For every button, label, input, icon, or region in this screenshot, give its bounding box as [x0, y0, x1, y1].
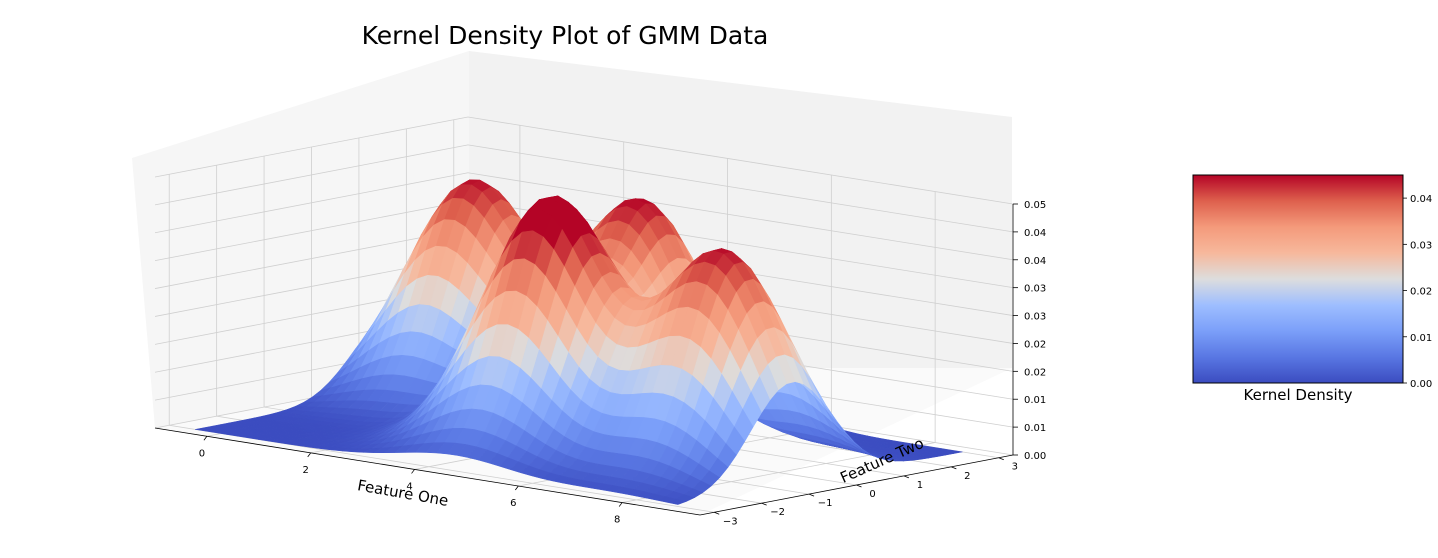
colorbar-label: Kernel Density: [1244, 386, 1353, 404]
y-tick-mark: [903, 475, 910, 479]
y-tick: 1: [917, 480, 923, 491]
grid-line-z: [154, 116, 1014, 205]
z-tick: 0.04: [1024, 256, 1046, 267]
z-tick: 0.05: [1024, 200, 1046, 211]
x-tick-mark: [307, 452, 312, 458]
y-tick: −1: [818, 498, 833, 509]
colorbar: 0.00 0.01 0.02 0.03 0.04 Kernel Density: [1192, 174, 1432, 404]
x-tick: 0: [199, 448, 205, 459]
x-axis-label: Feature One: [356, 476, 450, 510]
axes: [154, 203, 1018, 516]
y-tick: 0: [869, 489, 875, 500]
density-surface: [195, 179, 963, 505]
x-tick: 2: [303, 465, 309, 476]
surface-patch: [666, 498, 688, 505]
y-axis-ticks: −3 −2 −1 0 1 2 3: [723, 462, 1018, 528]
x-axis-line: [154, 427, 701, 516]
colorbar-tick: 0.03: [1410, 240, 1432, 251]
x-tick: 6: [510, 498, 516, 509]
x-tick-mark: [515, 485, 519, 491]
grid-line-z: [154, 144, 1014, 233]
z-tick: 0.01: [1024, 395, 1046, 406]
z-tick: 0.00: [1024, 451, 1046, 462]
colorbar-gradient: [1192, 174, 1404, 384]
y-tick-mark: [951, 466, 957, 470]
y-tick-mark: [998, 457, 1004, 461]
colorbar-tick: 0.04: [1410, 194, 1432, 205]
y-tick: −3: [723, 516, 738, 527]
chart-title: Kernel Density Plot of GMM Data: [362, 21, 769, 50]
z-tick: 0.03: [1024, 284, 1046, 295]
y-tick-mark: [714, 511, 720, 515]
y-tick-mark: [761, 502, 767, 506]
y-tick: −2: [770, 507, 785, 518]
grid-line-z: [154, 172, 1014, 261]
y-tick-mark: [808, 493, 815, 497]
y-tick: 2: [964, 471, 970, 482]
x-tick-mark: [203, 436, 208, 441]
x-axis-ticks: 0 2 4 6 8: [199, 448, 621, 525]
z-tick: 0.02: [1024, 367, 1046, 378]
z-tick: 0.03: [1024, 312, 1046, 323]
x-tick-mark: [618, 502, 623, 507]
y-tick: 3: [1012, 462, 1018, 473]
z-tick: 0.02: [1024, 339, 1046, 350]
z-tick: 0.04: [1024, 228, 1046, 239]
x-tick-mark: [411, 469, 415, 474]
x-tick: 4: [406, 481, 412, 492]
colorbar-tick: 0.00: [1410, 379, 1432, 390]
y-tick-mark: [856, 484, 862, 488]
x-tick: 8: [614, 515, 620, 526]
colorbar-tick: 0.01: [1410, 333, 1432, 344]
colorbar-tick: 0.02: [1410, 287, 1432, 298]
z-axis-ticks: 0.00 0.01 0.01 0.02 0.02 0.03 0.03 0.04 …: [1024, 200, 1046, 462]
z-tick: 0.01: [1024, 423, 1046, 434]
